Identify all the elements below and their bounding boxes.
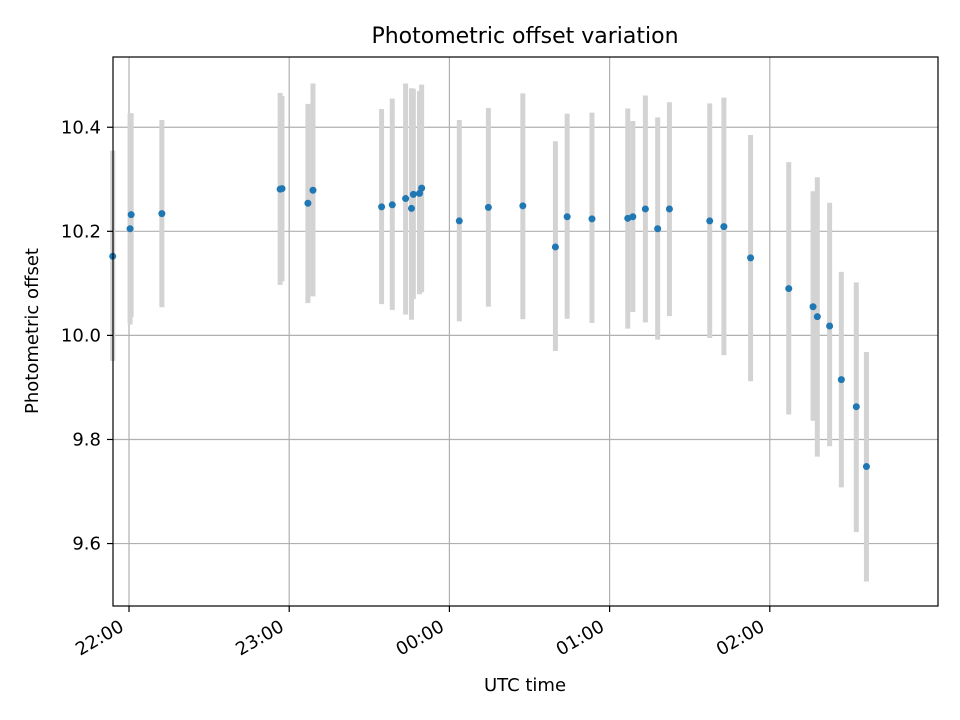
data-point bbox=[409, 190, 417, 198]
data-point bbox=[127, 211, 135, 219]
data-point bbox=[588, 215, 596, 223]
y-tick-label: 10.0 bbox=[61, 325, 101, 346]
x-tick-label: 22:00 bbox=[72, 616, 127, 660]
data-point bbox=[665, 205, 673, 213]
chart-title: Photometric offset variation bbox=[371, 24, 678, 49]
data-point bbox=[388, 201, 396, 209]
data-point bbox=[455, 217, 463, 225]
data-point bbox=[862, 463, 870, 471]
data-point bbox=[563, 213, 571, 221]
data-point bbox=[785, 285, 793, 293]
data-point bbox=[747, 254, 755, 262]
data-points bbox=[109, 184, 870, 471]
data-point bbox=[309, 186, 317, 194]
y-axis-ticks: 9.6 9.8 10.0 10.2 10.4 bbox=[61, 117, 113, 555]
x-tick-label: 02:00 bbox=[713, 616, 768, 660]
data-point bbox=[809, 303, 817, 311]
x-tick-label: 23:00 bbox=[232, 616, 287, 660]
data-point bbox=[278, 185, 286, 193]
data-point bbox=[720, 223, 728, 231]
data-point bbox=[158, 210, 166, 218]
data-point bbox=[852, 403, 860, 411]
y-tick-label: 10.2 bbox=[61, 221, 101, 242]
data-point bbox=[654, 225, 662, 233]
data-point bbox=[641, 205, 649, 213]
x-axis-ticks: 22:00 23:00 00:00 01:00 02:00 bbox=[72, 606, 771, 660]
y-tick-label: 10.4 bbox=[61, 117, 101, 138]
data-point bbox=[706, 217, 714, 225]
y-tick-label: 9.6 bbox=[72, 534, 101, 555]
data-point bbox=[126, 225, 134, 233]
data-point bbox=[837, 376, 845, 384]
data-point bbox=[304, 199, 312, 207]
data-point bbox=[519, 202, 527, 210]
y-tick-label: 9.8 bbox=[72, 429, 101, 450]
data-point bbox=[402, 195, 410, 203]
y-axis-label: Photometric offset bbox=[22, 248, 43, 414]
data-point bbox=[551, 243, 559, 251]
data-point bbox=[813, 313, 821, 321]
data-point bbox=[629, 213, 637, 221]
data-point bbox=[484, 203, 492, 211]
x-tick-label: 01:00 bbox=[553, 616, 608, 660]
data-point bbox=[378, 203, 386, 211]
plot-background bbox=[113, 57, 938, 606]
data-point bbox=[407, 204, 415, 212]
x-axis-label: UTC time bbox=[484, 675, 566, 696]
data-point bbox=[418, 184, 426, 192]
x-tick-label: 00:00 bbox=[392, 616, 447, 660]
plot-frame bbox=[112, 56, 939, 607]
grid bbox=[113, 57, 938, 606]
data-point bbox=[826, 322, 834, 330]
